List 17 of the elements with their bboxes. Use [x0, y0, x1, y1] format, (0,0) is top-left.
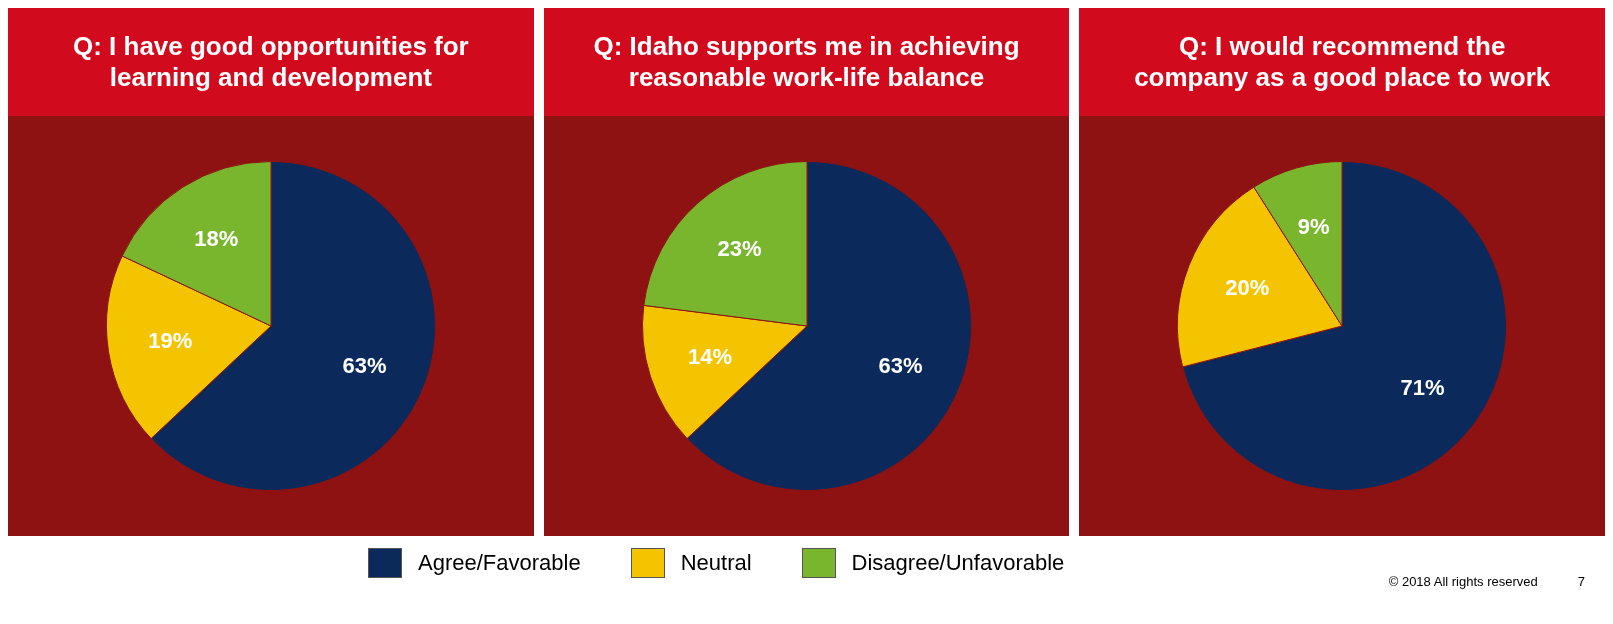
data-label: 20%	[1225, 274, 1270, 300]
data-label: 9%	[1297, 214, 1330, 240]
chart-title: Q: Idaho supports me in achieving reasonable work-life balance	[543, 8, 1070, 116]
data-label: 19%	[148, 328, 193, 354]
data-label: 63%	[342, 352, 387, 378]
chart-title: Q: I have good opportunities for learning and development	[8, 8, 534, 116]
data-label: 63%	[878, 352, 923, 378]
chart-title: Q: I would recommend the company as a good place to work	[1079, 8, 1606, 116]
text: 7	[1577, 574, 1585, 589]
legend-label: Agree/Favorable	[418, 550, 581, 576]
data-label: 23%	[717, 235, 762, 261]
text: © 2018 All rights reserved	[1388, 574, 1538, 589]
data-label: 71%	[1400, 374, 1445, 400]
data-label: 14%	[687, 343, 732, 369]
legend-label: Disagree/Unfavorable	[851, 550, 1065, 576]
legend-label: Neutral	[680, 550, 752, 576]
data-label: 18%	[194, 225, 239, 251]
